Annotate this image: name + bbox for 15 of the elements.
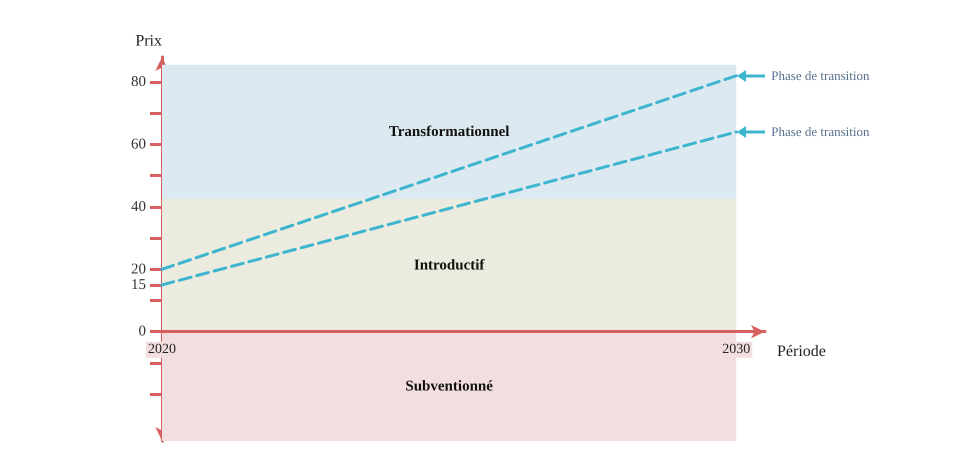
x-tick-label: 2020 [148, 342, 176, 358]
band-label: Introductif [414, 257, 486, 274]
y-tick-label: 15 [131, 276, 146, 293]
x-tick-label: 2030 [722, 342, 750, 358]
y-axis-title: Prix [135, 32, 162, 50]
x-axis-title: Période [777, 343, 826, 360]
y-tick-label: 0 [138, 324, 146, 340]
annotation: Phase de transition [771, 124, 870, 140]
y-tick-label: 40 [131, 198, 146, 215]
y-tick-label: 20 [131, 261, 146, 278]
annotation: Phase de transition [771, 68, 870, 84]
band-label: Subventionné [405, 378, 494, 394]
y-tick-label: 60 [131, 136, 146, 152]
band-label: Transformationnel [388, 124, 510, 140]
y-tick-label: 80 [131, 74, 146, 90]
